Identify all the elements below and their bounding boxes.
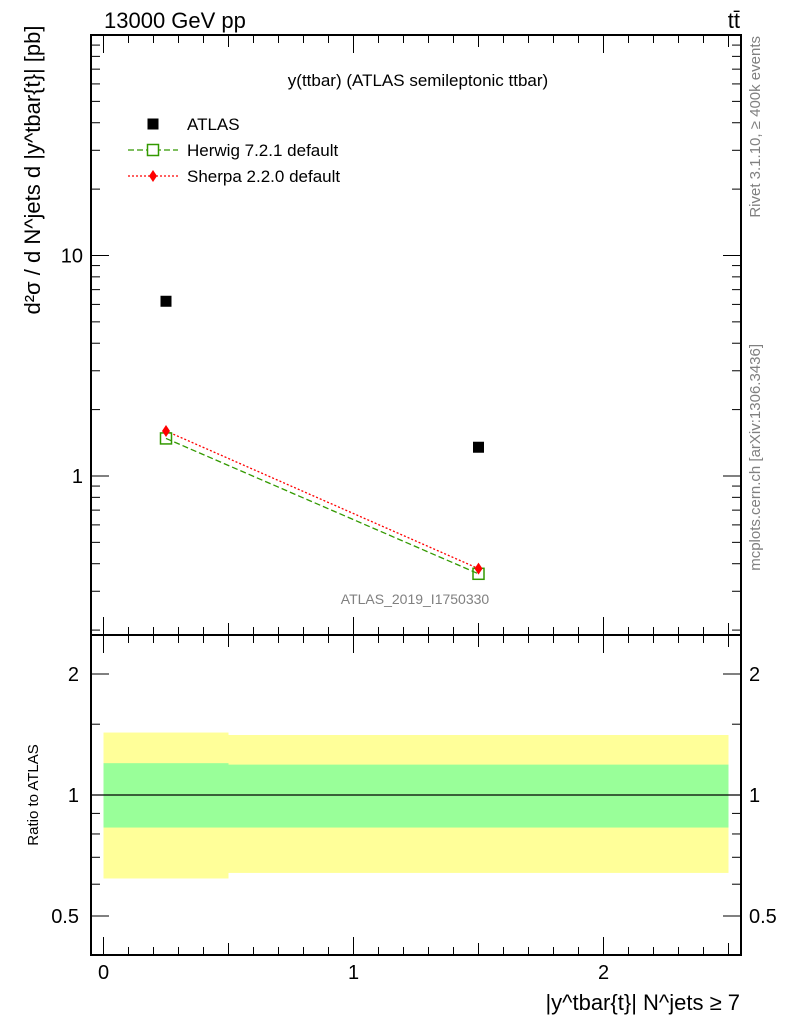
legend-herwig-marker — [146, 143, 160, 157]
atlas-marker — [160, 295, 172, 307]
x-axis-label: |y^tbar{t}| N^jets ≥ 7 — [545, 990, 740, 1015]
legend-label: Sherpa 2.2.0 default — [187, 167, 340, 186]
sherpa-marker — [162, 424, 170, 437]
ratio-y-tick-label-right: 0.5 — [749, 906, 777, 928]
x-tick-label: 1 — [348, 962, 359, 984]
herwig-line — [165, 437, 479, 575]
x-tick-label: 0 — [98, 962, 109, 984]
plot-title: y(ttbar) (ATLAS semileptonic ttbar) — [288, 71, 548, 90]
ratio-band-1-bin-1 — [228, 764, 729, 828]
sherpa-marker — [474, 562, 483, 575]
process-label: tt̄ — [728, 8, 740, 33]
ratio-y-tick-label-left: 2 — [68, 664, 79, 686]
ratio-y-tick-label-right: 1 — [749, 785, 760, 807]
main-y-axis-label: d²σ / d N^jets d |y^tbar{t}| [pb] — [20, 25, 45, 314]
legend-label: ATLAS — [187, 115, 240, 134]
rivet-label: Rivet 3.1.10, ≥ 400k events — [747, 36, 764, 218]
ratio-y-tick-label-right: 2 — [749, 664, 760, 686]
legend-atlas-marker — [147, 118, 159, 130]
mcplots-label: mcplots.cern.ch [arXiv:1306.3436] — [747, 344, 764, 571]
ratio-y-tick-label-left: 0.5 — [51, 906, 79, 928]
main-y-tick-label: 10 — [61, 245, 83, 267]
legend-label: Herwig 7.2.1 default — [187, 141, 338, 160]
sherpa-line — [165, 430, 479, 570]
atlas-marker — [473, 441, 484, 453]
analysis-watermark: ATLAS_2019_I1750330 — [341, 591, 490, 607]
energy-label: 13000 GeV pp — [104, 8, 246, 33]
main-y-tick-label: 1 — [72, 466, 83, 488]
ratio-y-axis-label: Ratio to ATLAS — [25, 744, 42, 845]
legend-sherpa-marker — [149, 170, 157, 182]
ratio-y-tick-label-left: 1 — [68, 785, 79, 807]
x-tick-label: 2 — [598, 962, 609, 984]
